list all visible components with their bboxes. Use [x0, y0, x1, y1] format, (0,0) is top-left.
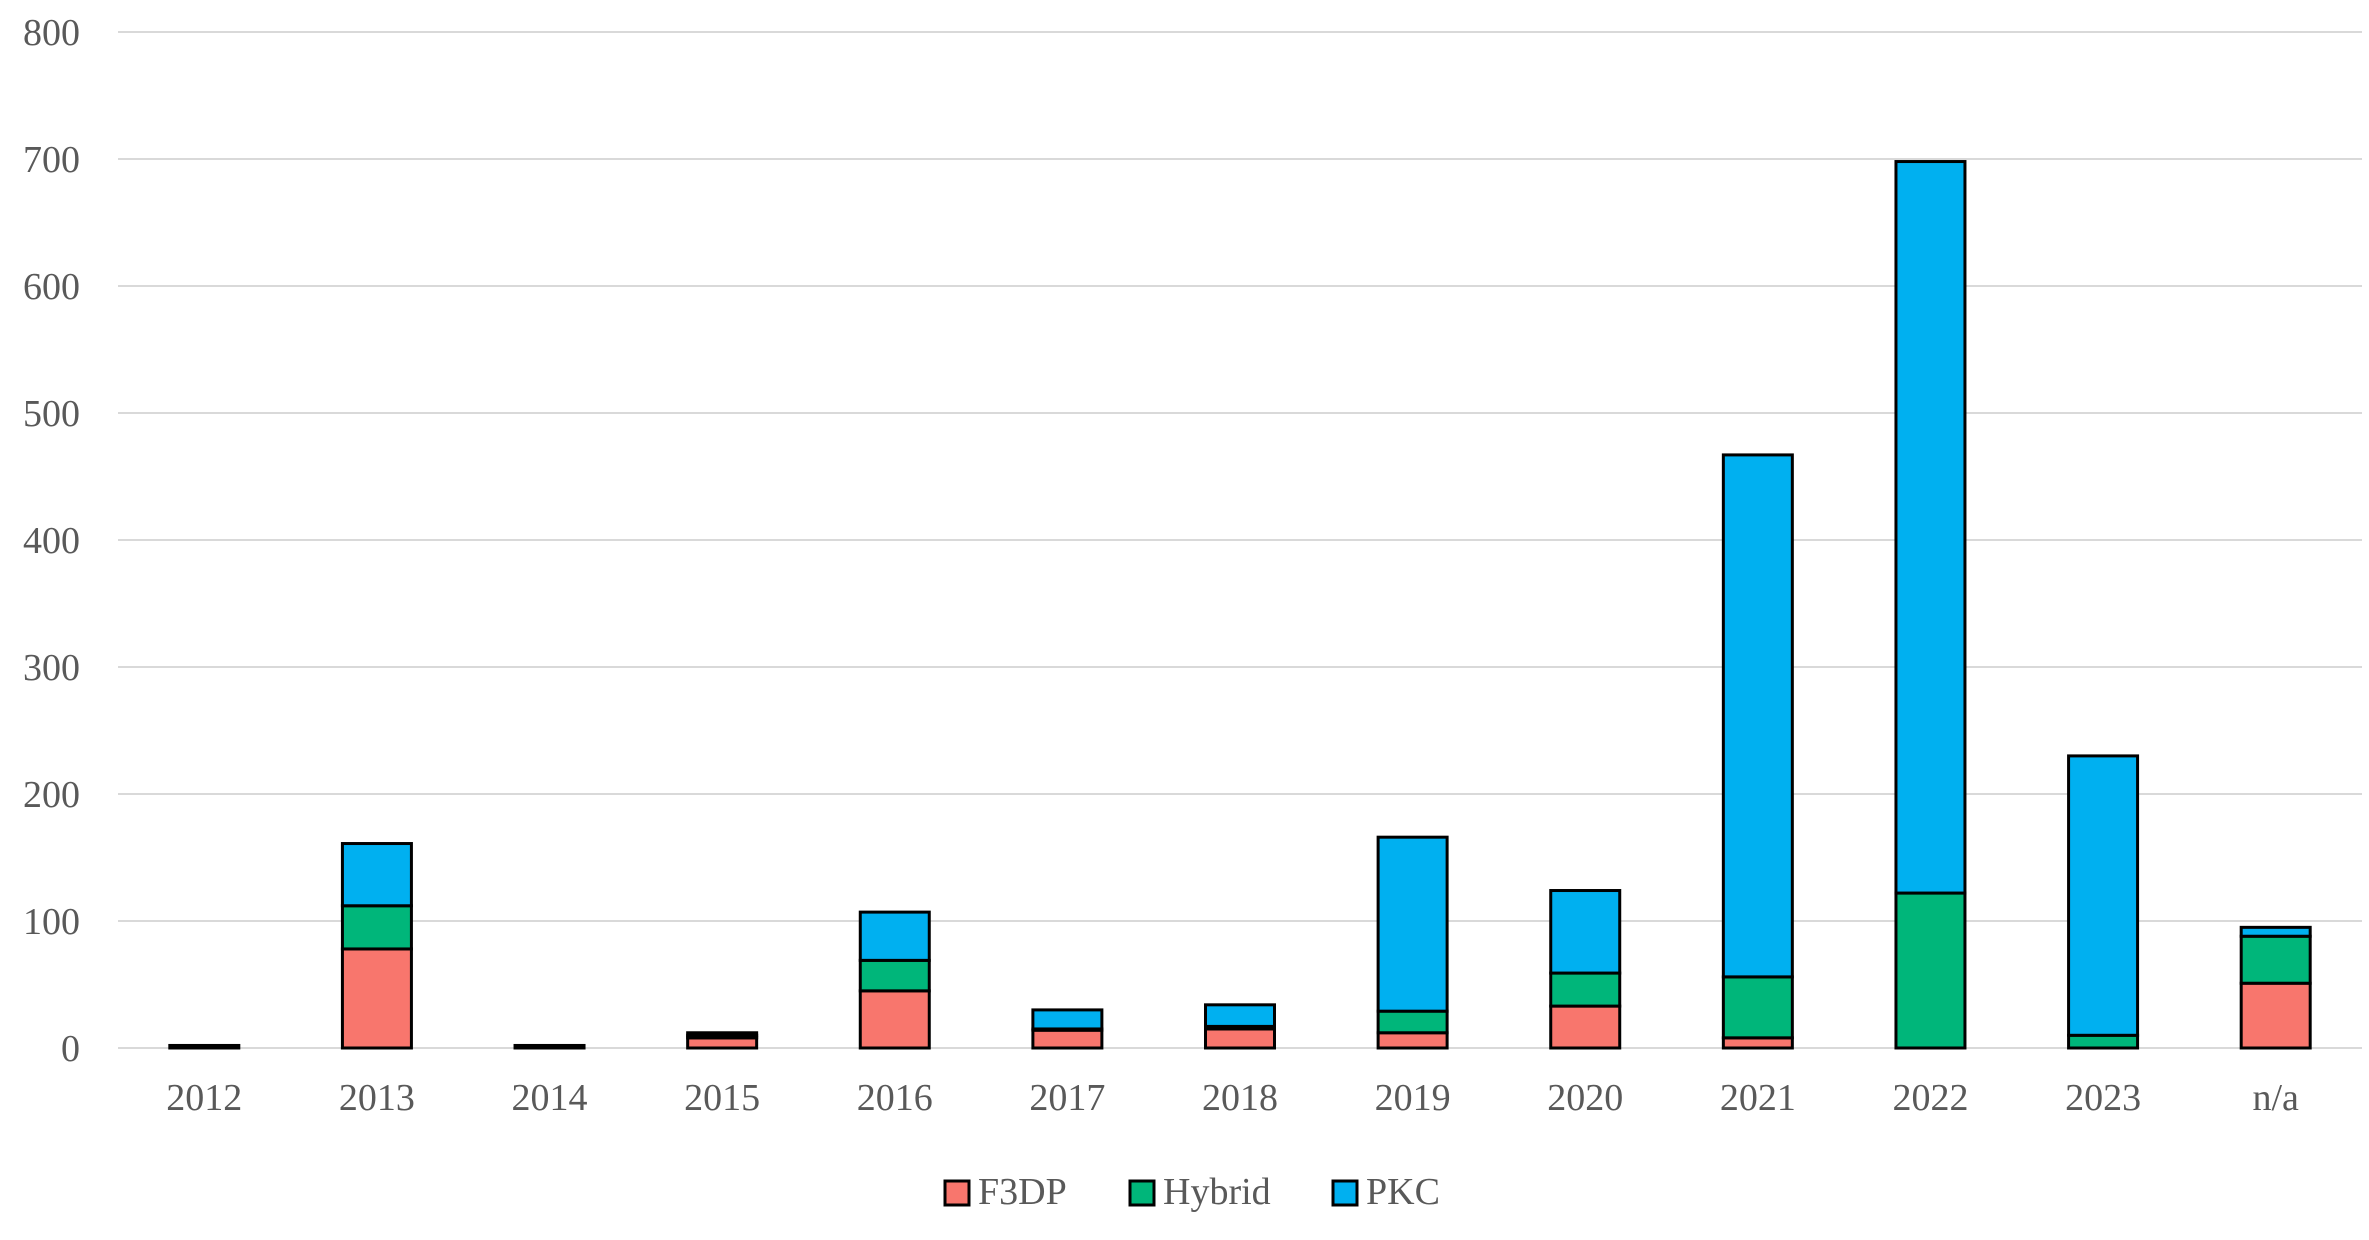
bar-hybrid-2016	[858, 958, 931, 993]
bar-pkc-2020	[1549, 889, 1622, 975]
bar-pkc-2017	[1031, 1008, 1104, 1031]
bar-f3dp-2018	[1204, 1027, 1276, 1050]
legend-label-pkc: PKC	[1366, 1171, 1440, 1213]
x-tick-label: 2015	[684, 1077, 760, 1119]
bar-pkc-2016	[858, 910, 931, 962]
bar-pkc-2023	[2067, 754, 2140, 1037]
bars	[168, 160, 2312, 1050]
y-tick-label: 0	[61, 1028, 80, 1070]
x-tick-label: 2019	[1375, 1077, 1451, 1119]
x-axis-ticks: 2012 2013 2014 2015 2016 2017 2018 2019 2020 2021…	[166, 1077, 2299, 1119]
x-tick-label: 2018	[1202, 1077, 1278, 1119]
bar-pkc-2019	[1376, 835, 1449, 1013]
y-tick-label: 800	[23, 12, 80, 54]
bar-f3dp-2020	[1549, 1004, 1622, 1050]
x-tick-label: 2016	[857, 1077, 933, 1119]
bar-f3dp-2016	[858, 989, 931, 1050]
bar-pkc-2015	[686, 1031, 759, 1037]
x-tick-label: 2021	[1720, 1077, 1796, 1119]
legend: F3DP Hybrid PKC	[943, 1171, 1440, 1213]
legend-swatch-f3dp	[943, 1179, 971, 1207]
y-tick-label: 500	[23, 393, 80, 435]
bar-pkc-2013	[340, 842, 413, 908]
x-tick-label: 2014	[512, 1077, 588, 1119]
bar-f3dp-2014	[513, 1043, 586, 1050]
bar-hybrid-2013	[340, 904, 413, 951]
x-tick-label: 2020	[1547, 1077, 1623, 1119]
bar-f3dp-2019	[1376, 1031, 1449, 1050]
bar-f3dp-na	[2239, 981, 2312, 1050]
bar-f3dp-2021	[1721, 1036, 1794, 1050]
bar-pkc-2022	[1894, 160, 1967, 895]
bar-f3dp-2012	[168, 1043, 241, 1050]
x-tick-label: n/a	[2252, 1077, 2299, 1119]
x-tick-label: 2017	[1029, 1077, 1105, 1119]
bar-f3dp-2015	[686, 1036, 759, 1050]
bar-pkc-na	[2239, 925, 2312, 938]
legend-label-f3dp: F3DP	[978, 1171, 1067, 1213]
x-tick-label: 2012	[166, 1077, 242, 1119]
bar-f3dp-2013	[340, 947, 413, 1050]
y-tick-label: 200	[23, 774, 80, 816]
y-tick-label: 300	[23, 647, 80, 689]
bar-hybrid-2020	[1549, 971, 1622, 1008]
bar-f3dp-2017	[1031, 1028, 1104, 1050]
gridlines	[118, 31, 2362, 1049]
legend-swatch-pkc	[1331, 1179, 1359, 1207]
bar-hybrid-2021	[1721, 975, 1794, 1040]
x-tick-label: 2013	[339, 1077, 415, 1119]
legend-swatch-hybrid	[1128, 1179, 1156, 1207]
bar-hybrid-2022	[1894, 891, 1967, 1050]
y-tick-label: 600	[23, 266, 80, 308]
y-tick-label: 700	[23, 139, 80, 181]
y-tick-label: 100	[23, 901, 80, 943]
y-tick-label: 400	[23, 520, 80, 562]
bar-pkc-2018	[1204, 1003, 1276, 1028]
bar-hybrid-na	[2239, 934, 2312, 985]
y-axis-ticks: 0 100 200 300 400 500 600 700 800	[23, 12, 80, 1070]
bar-hybrid-2019	[1376, 1009, 1449, 1035]
bar-pkc-2021	[1721, 453, 1794, 979]
bar-hybrid-2023	[2067, 1033, 2140, 1050]
x-tick-label: 2023	[2065, 1077, 2141, 1119]
x-tick-label: 2022	[1892, 1077, 1968, 1119]
legend-label-hybrid: Hybrid	[1163, 1171, 1271, 1213]
